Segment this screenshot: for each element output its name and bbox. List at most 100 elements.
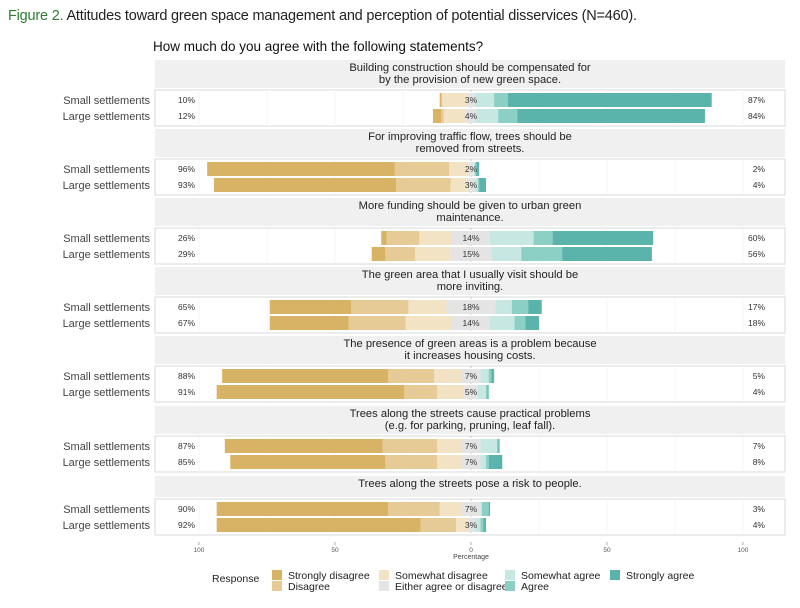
panel-strip <box>155 406 785 434</box>
right-percent-label: 87% <box>748 95 765 105</box>
center-percent-label: 7% <box>465 371 478 381</box>
legend-label: Strongly agree <box>626 570 694 582</box>
legend-label: Either agree or disagree <box>395 581 508 593</box>
bar-segment-disagree <box>388 369 435 383</box>
group-label: Small settlements <box>63 164 150 176</box>
left-percent-label: 26% <box>178 233 195 243</box>
bar-segment-somewhat-disagree <box>419 231 452 245</box>
bar-segment-agree <box>511 300 529 314</box>
legend-swatch <box>610 570 620 580</box>
bar-segment-agree <box>498 109 518 123</box>
bar-segment-agree <box>481 502 489 516</box>
figure-caption: Figure 2. Attitudes toward green space m… <box>8 8 637 24</box>
x-tick-label: 100 <box>194 547 205 554</box>
bar-segment-agree <box>494 93 508 107</box>
bar-segment-strongly-agree <box>517 109 705 123</box>
bar-segment-agree <box>480 518 484 532</box>
center-percent-label: 18% <box>462 302 479 312</box>
legend-label: Somewhat disagree <box>395 570 488 582</box>
legend-label: Disagree <box>288 581 330 593</box>
panel-statement: Trees along the streets cause practical … <box>350 408 591 420</box>
bar-segment-somewhat-agree <box>475 93 495 107</box>
bar-segment-strongly-agree <box>479 178 486 192</box>
bar-segment-agree <box>477 178 480 192</box>
panel-5: The presence of green areas is a problem… <box>63 336 786 403</box>
left-percent-label: 10% <box>178 95 195 105</box>
center-percent-label: 14% <box>462 233 479 243</box>
right-percent-label: 7% <box>753 441 766 451</box>
panel-statement: More funding should be given to urban gr… <box>359 200 582 212</box>
bar-segment-neutral <box>466 178 476 192</box>
legend-item-strongly-agree: Strongly agree <box>610 570 694 582</box>
bar-segment-somewhat-disagree <box>443 109 466 123</box>
bar-segment-disagree <box>388 502 440 516</box>
left-percent-label: 85% <box>178 457 195 467</box>
bar-segment-strongly-disagree <box>381 231 387 245</box>
center-percent-label: 3% <box>465 95 478 105</box>
bar-segment-strongly-disagree <box>230 455 386 469</box>
bar-segment-agree <box>496 439 499 453</box>
bar-segment-neutral <box>461 369 481 383</box>
bar-segment-somewhat-agree <box>473 162 476 176</box>
bar-segment-neutral <box>464 385 478 399</box>
bar-segment-somewhat-agree <box>495 300 512 314</box>
bar-segment-neutral <box>465 109 477 123</box>
bar-segment-agree <box>488 369 492 383</box>
bar-segment-somewhat-agree <box>480 455 486 469</box>
bar-segment-neutral <box>461 439 481 453</box>
bar-segment-strongly-agree <box>491 369 495 383</box>
center-percent-label: 7% <box>465 504 478 514</box>
panel-strip <box>155 336 785 364</box>
left-percent-label: 96% <box>178 164 195 174</box>
right-percent-label: 17% <box>748 302 765 312</box>
group-label: Small settlements <box>63 95 150 107</box>
left-percent-label: 90% <box>178 504 195 514</box>
left-percent-label: 12% <box>178 111 195 121</box>
center-percent-label: 15% <box>462 249 479 259</box>
bar-segment-strongly-agree <box>476 162 480 176</box>
panel-statement: The presence of green areas is a problem… <box>343 338 596 350</box>
right-percent-label: 84% <box>748 111 765 121</box>
center-percent-label: 7% <box>465 441 478 451</box>
right-percent-label: 4% <box>753 180 766 190</box>
legend-item-somewhat-disagree: Somewhat disagree <box>379 570 488 582</box>
legend-swatch <box>379 581 389 591</box>
bar-segment-disagree <box>396 178 451 192</box>
x-tick-label: 50 <box>331 547 339 554</box>
bar-segment-strongly-agree <box>498 439 500 453</box>
panels: Building construction should be compensa… <box>63 60 786 536</box>
bar-segment-somewhat-agree <box>480 439 497 453</box>
bar-segment-disagree <box>394 162 450 176</box>
group-label: Small settlements <box>63 371 150 383</box>
bar-segment-somewhat-disagree <box>437 385 465 399</box>
bar-segment-strongly-agree <box>483 518 486 532</box>
left-percent-label: 67% <box>178 318 195 328</box>
bar-segment-strongly-disagree <box>213 178 397 192</box>
figure-caption-text: Attitudes toward green space management … <box>66 8 637 24</box>
center-percent-label: 4% <box>465 111 478 121</box>
bar-segment-somewhat-agree <box>480 369 489 383</box>
x-axis: 100 50 0 50 100 <box>194 542 749 554</box>
left-percent-label: 65% <box>178 302 195 312</box>
bar-segment-agree <box>485 385 488 399</box>
panel-2: For improving traffic flow, trees should… <box>63 129 786 196</box>
right-percent-label: 2% <box>753 164 766 174</box>
panel-strip <box>155 198 785 226</box>
bar-segment-strongly-disagree <box>216 385 405 399</box>
bar-segment-neutral <box>461 502 481 516</box>
panel-1: Building construction should be compensa… <box>63 60 786 127</box>
bar-segment-disagree <box>385 247 416 261</box>
right-percent-label: 60% <box>748 233 765 243</box>
bar-segment-disagree <box>386 231 420 245</box>
bar-segment-somewhat-agree <box>490 316 515 330</box>
left-percent-label: 29% <box>178 249 195 259</box>
bar-segment-strongly-agree <box>528 300 542 314</box>
bar-segment-strongly-disagree <box>371 247 386 261</box>
bar-segment-somewhat-agree <box>490 231 534 245</box>
panel-strip <box>155 60 785 88</box>
panel-6: Trees along the streets cause practical … <box>63 406 786 473</box>
legend-swatch <box>379 570 389 580</box>
bar-segment-neutral <box>451 316 491 330</box>
bar-segment-somewhat-disagree <box>450 178 467 192</box>
